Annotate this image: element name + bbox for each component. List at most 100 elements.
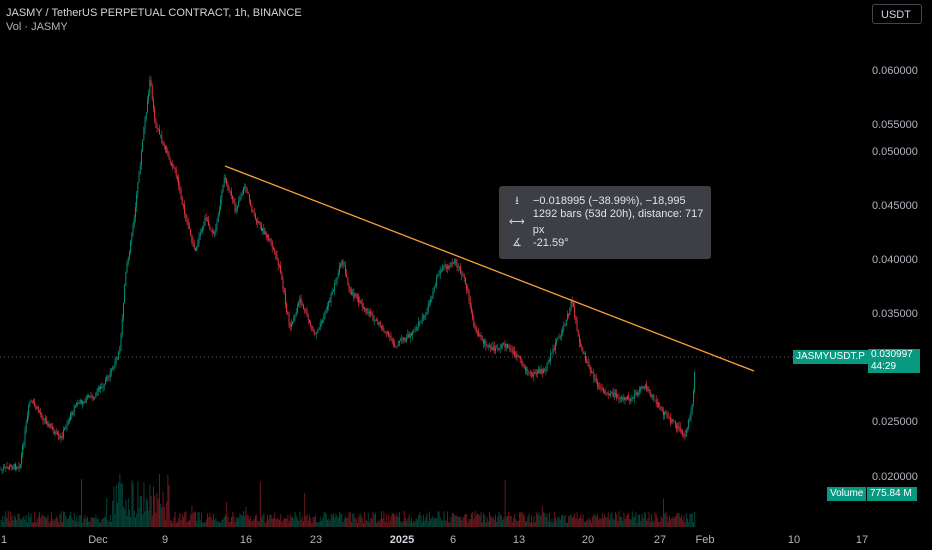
measure-price-change: −0.018995 (−38.99%), −18,995	[533, 195, 686, 207]
candle-body	[395, 346, 397, 347]
volume-bar	[563, 516, 565, 527]
trend-line[interactable]	[224, 165, 755, 372]
candle-body	[147, 100, 148, 113]
candle-body	[527, 369, 529, 373]
volume-bar	[475, 515, 477, 527]
candle-body	[249, 193, 250, 200]
candle-body	[343, 265, 345, 267]
candle-body	[504, 344, 506, 348]
candle-body	[628, 396, 630, 399]
candle-body	[9, 466, 10, 469]
candle-body	[670, 417, 672, 423]
candle-body	[583, 353, 585, 354]
volume-bar	[351, 521, 352, 527]
candle-body	[306, 310, 308, 317]
volume-bar	[89, 521, 91, 527]
volume-bar	[119, 473, 121, 527]
currency-button[interactable]: USDT	[872, 4, 922, 24]
candle-body	[328, 301, 330, 307]
volume-bar	[121, 483, 123, 527]
volume-bar	[75, 521, 76, 527]
candle-body	[255, 214, 256, 220]
candle-body	[450, 262, 452, 268]
candle-body	[6, 466, 8, 468]
volume-bar	[263, 512, 265, 527]
volume-bar	[235, 517, 237, 527]
volume-bar	[359, 513, 361, 527]
volume-bar	[113, 486, 115, 527]
volume-bar	[508, 511, 510, 527]
volume-bar	[541, 506, 543, 527]
volume-bar	[537, 514, 538, 527]
candle-body	[567, 314, 568, 320]
volume-bar	[485, 522, 487, 527]
candle-body	[391, 338, 393, 342]
candle-body	[143, 129, 145, 141]
candle-body	[48, 423, 50, 427]
candle-body	[329, 301, 331, 303]
volume-bar	[418, 514, 420, 527]
candle-body	[612, 392, 614, 397]
volume-bar	[369, 522, 370, 527]
candle-body	[418, 322, 420, 328]
candle-body	[180, 189, 182, 199]
volume-bar	[567, 522, 568, 527]
price-tick: 0.045000	[872, 200, 918, 212]
candle-body	[289, 324, 291, 328]
volume-indicator-label[interactable]: Vol · JASMY	[6, 21, 68, 33]
volume-bar	[72, 520, 74, 527]
candle-body	[501, 344, 502, 347]
volume-bar	[316, 522, 318, 527]
candle-body	[95, 395, 97, 398]
candle-body	[682, 430, 684, 435]
candle-body	[88, 395, 90, 398]
candle-body	[127, 258, 129, 264]
volume-bar	[103, 516, 105, 527]
candle-body	[513, 351, 514, 353]
candle-body	[460, 266, 462, 274]
candle-body	[472, 312, 474, 319]
volume-bar	[407, 518, 409, 527]
volume-bar	[115, 485, 117, 527]
volume-bar	[161, 507, 163, 527]
candle-body	[627, 396, 628, 400]
volume-bar	[666, 516, 668, 527]
volume-bar	[28, 512, 30, 527]
volume-bar	[25, 515, 27, 527]
candle-body	[586, 360, 588, 363]
candle-body	[22, 445, 24, 456]
candle-body	[551, 353, 553, 354]
volume-bar	[114, 513, 116, 527]
volume-bar	[568, 516, 570, 527]
candle-body	[169, 159, 171, 163]
volume-bar	[153, 486, 154, 527]
volume-bar	[274, 512, 276, 527]
candle-body	[339, 266, 340, 273]
candle-body	[185, 213, 187, 220]
volume-bar	[202, 522, 204, 527]
candle-body	[445, 264, 447, 269]
candle-body	[49, 423, 51, 428]
candle-body	[108, 376, 110, 378]
candle-body	[351, 291, 352, 295]
volume-bar	[483, 512, 484, 527]
candle-body	[53, 429, 55, 435]
candle-body	[361, 303, 363, 308]
candle-body	[220, 199, 222, 210]
candle-body	[523, 365, 525, 367]
time-tick: 13	[512, 534, 526, 546]
candle-body	[385, 332, 387, 333]
candle-body	[367, 311, 369, 313]
volume-bar	[10, 511, 12, 527]
candle-body	[90, 395, 92, 397]
volume-bar	[435, 517, 436, 527]
volume-bar	[138, 507, 140, 527]
volume-bar	[34, 511, 36, 527]
volume-bar	[64, 511, 66, 527]
candle-body	[673, 420, 675, 422]
volume-bar	[19, 518, 21, 527]
volume-bar	[505, 516, 507, 527]
candle-body	[198, 236, 200, 244]
volume-bar	[586, 519, 588, 527]
